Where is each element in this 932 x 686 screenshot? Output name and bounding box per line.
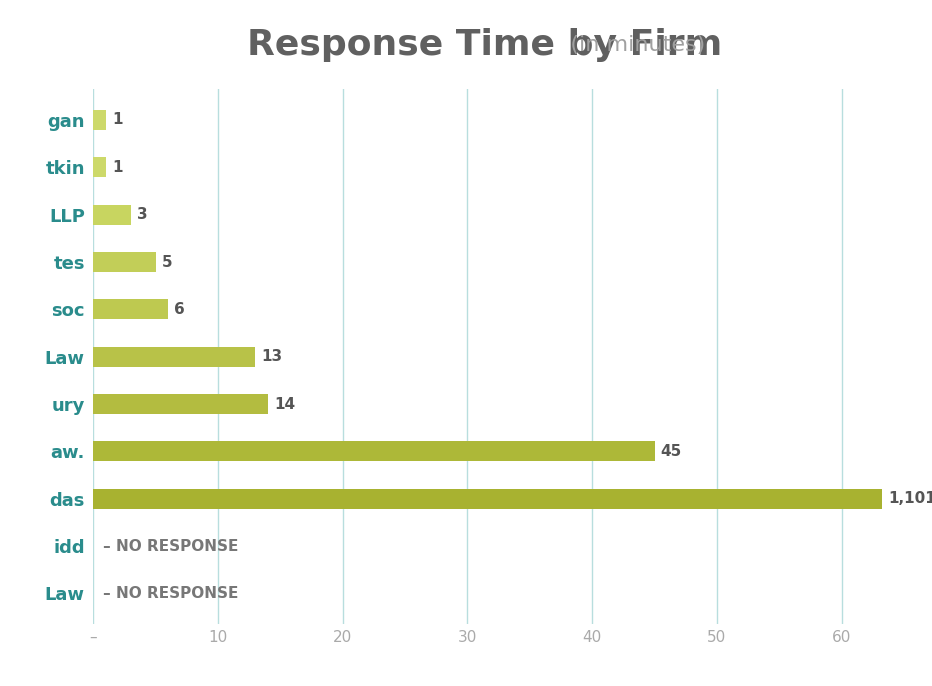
Text: – NO RESPONSE: – NO RESPONSE xyxy=(103,586,239,601)
Bar xyxy=(93,252,156,272)
Text: – NO RESPONSE: – NO RESPONSE xyxy=(103,539,239,554)
Text: 6: 6 xyxy=(174,302,185,317)
Bar xyxy=(93,347,255,366)
Text: 13: 13 xyxy=(262,349,282,364)
Bar xyxy=(93,394,267,414)
Bar xyxy=(93,110,105,130)
Text: 45: 45 xyxy=(661,444,682,459)
Text: 1,101: 1,101 xyxy=(888,491,932,506)
Text: 1: 1 xyxy=(112,160,122,175)
Text: 1: 1 xyxy=(112,113,122,128)
Bar xyxy=(93,489,882,509)
Text: Response Time by Firm: Response Time by Firm xyxy=(247,27,722,62)
Text: 14: 14 xyxy=(274,397,295,412)
Bar xyxy=(93,442,654,462)
Bar xyxy=(93,157,105,177)
Bar xyxy=(93,204,130,224)
Bar xyxy=(93,299,168,319)
Text: (in minutes): (in minutes) xyxy=(264,34,706,55)
Text: 3: 3 xyxy=(137,207,147,222)
Text: 5: 5 xyxy=(162,255,172,270)
